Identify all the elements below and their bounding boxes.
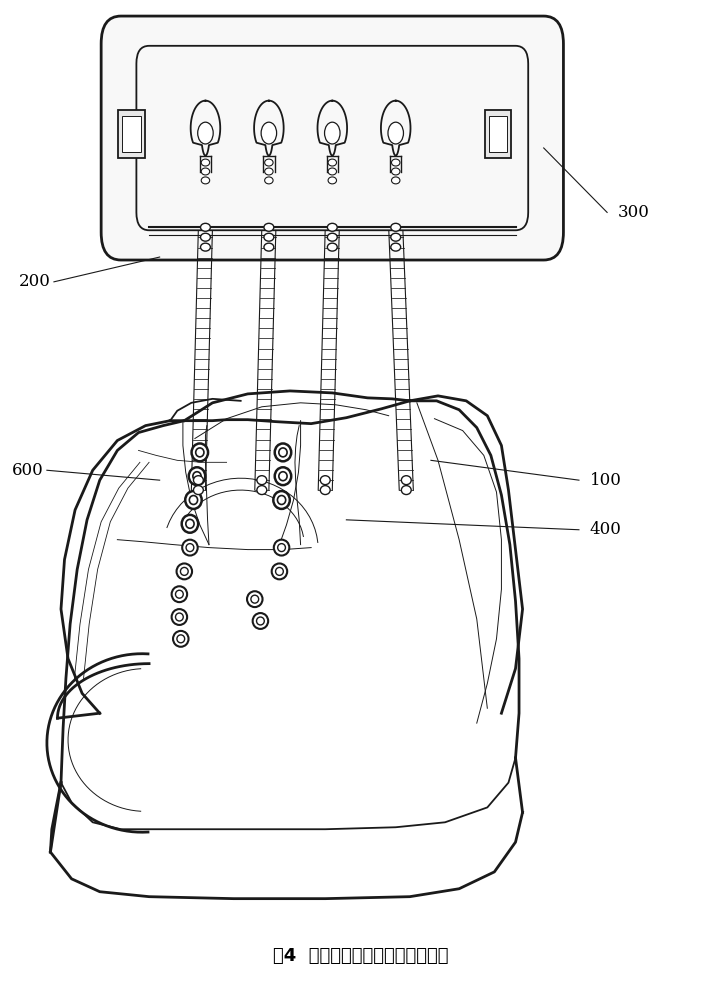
Ellipse shape [201,159,209,166]
Ellipse shape [265,177,273,184]
Text: 300: 300 [618,204,650,221]
Text: 400: 400 [589,521,622,538]
Text: 图4  步态校正装置整体连接示意图: 图4 步态校正装置整体连接示意图 [272,947,448,965]
Ellipse shape [273,491,290,509]
Ellipse shape [201,243,210,251]
Ellipse shape [391,223,401,231]
Ellipse shape [328,233,337,241]
Ellipse shape [201,233,210,241]
Ellipse shape [275,467,291,485]
Ellipse shape [277,544,285,552]
Ellipse shape [274,540,289,556]
Bar [123,116,141,152]
Ellipse shape [328,159,336,166]
Ellipse shape [173,631,189,647]
Bar [118,110,145,158]
Bar [489,116,507,152]
Circle shape [388,122,404,144]
Ellipse shape [265,159,273,166]
Ellipse shape [186,519,194,528]
Ellipse shape [185,491,201,509]
Ellipse shape [402,486,412,495]
Ellipse shape [182,540,198,556]
Ellipse shape [252,613,268,629]
Ellipse shape [201,168,209,175]
Circle shape [198,122,213,144]
Bar [485,110,511,158]
Ellipse shape [391,168,400,175]
Ellipse shape [194,476,204,485]
Ellipse shape [191,443,208,461]
Ellipse shape [176,563,192,579]
Ellipse shape [391,233,401,241]
Ellipse shape [189,496,198,504]
Ellipse shape [181,567,188,575]
Ellipse shape [279,472,287,481]
Ellipse shape [171,609,187,625]
Ellipse shape [391,159,400,166]
Ellipse shape [201,223,210,231]
Ellipse shape [177,635,185,643]
Ellipse shape [247,591,262,607]
Ellipse shape [264,233,274,241]
Ellipse shape [193,472,201,481]
Ellipse shape [176,613,184,621]
Ellipse shape [264,223,274,231]
Ellipse shape [391,243,401,251]
Ellipse shape [194,486,204,495]
FancyBboxPatch shape [136,46,528,230]
Circle shape [325,122,340,144]
Ellipse shape [186,544,194,552]
Ellipse shape [279,448,287,457]
Ellipse shape [275,443,291,461]
Ellipse shape [181,515,198,533]
Ellipse shape [265,168,273,175]
Ellipse shape [272,563,288,579]
Text: 200: 200 [19,273,50,290]
Ellipse shape [251,595,259,603]
Ellipse shape [277,496,285,504]
FancyBboxPatch shape [101,16,564,260]
Circle shape [261,122,277,144]
Ellipse shape [176,590,184,598]
Ellipse shape [257,617,265,625]
Ellipse shape [201,177,209,184]
Ellipse shape [328,177,336,184]
Ellipse shape [328,243,337,251]
Ellipse shape [257,486,267,495]
Ellipse shape [275,567,283,575]
Ellipse shape [328,168,336,175]
Ellipse shape [171,586,187,602]
Text: 100: 100 [589,472,622,489]
Ellipse shape [189,467,205,485]
Ellipse shape [320,476,331,485]
Ellipse shape [402,476,412,485]
Ellipse shape [391,177,400,184]
Ellipse shape [196,448,204,457]
Ellipse shape [320,486,331,495]
Ellipse shape [264,243,274,251]
Text: 600: 600 [11,462,43,479]
Ellipse shape [328,223,337,231]
Ellipse shape [257,476,267,485]
